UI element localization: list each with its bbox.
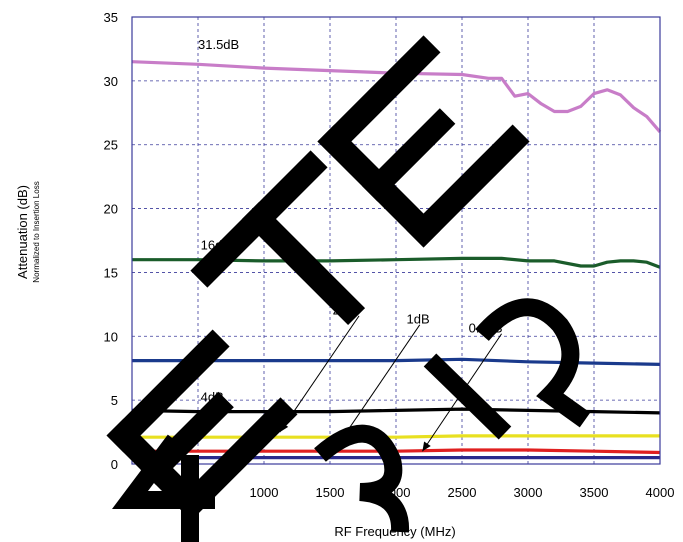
y-axis-title: Attenuation (dB): [15, 185, 30, 279]
grid-lines: [132, 17, 660, 464]
y-tick-label: 10: [104, 329, 118, 344]
x-tick-label: 1500: [316, 485, 345, 500]
series-line-31_5dB: [131, 60, 662, 133]
x-tick-label: 2500: [448, 485, 477, 500]
y-axis-subtitle: Normalized to Insertion Loss: [32, 181, 41, 282]
x-tick-label: 3000: [514, 485, 543, 500]
x-tick-label: 1000: [250, 485, 279, 500]
y-tick-label: 20: [104, 202, 118, 217]
series-line-2dB: [132, 434, 660, 439]
y-tick-label: 0: [111, 457, 118, 472]
x-tick-label: 3500: [580, 485, 609, 500]
y-tick-label: 5: [111, 393, 118, 408]
y-tick-label: 30: [104, 74, 118, 89]
annotation-arrowhead: [422, 441, 431, 452]
annotation-arrow: [337, 324, 421, 446]
y-tick-label: 15: [104, 265, 118, 280]
watermark-digits: [112, 298, 591, 542]
x-tick-label: 4000: [646, 485, 675, 500]
y-tick-label: 35: [104, 10, 118, 25]
watermark-delete-4312: [106, 35, 530, 521]
y-tick-labels: 0 5 10 15 20 25 30 35: [104, 10, 118, 472]
series-label: 31.5dB: [198, 37, 239, 52]
y-tick-label: 25: [104, 138, 118, 153]
series-label: 1dB: [407, 312, 430, 327]
